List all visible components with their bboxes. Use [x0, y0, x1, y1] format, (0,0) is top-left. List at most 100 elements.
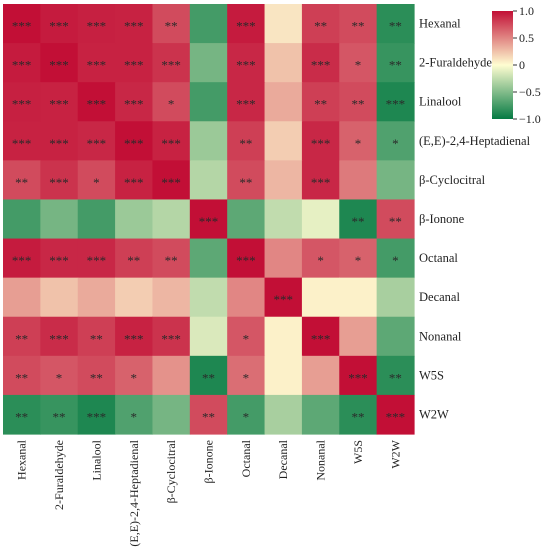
significance-marks: *** *** *** *** ** *** ** ** ***** *** *** *** *** **…: [12, 19, 405, 425]
column-label: W2W: [388, 439, 402, 468]
heatmap-cell: [376, 43, 415, 83]
significance-mark: *: [243, 409, 250, 424]
heatmap-cell: [376, 394, 415, 435]
heatmap-cell: [301, 238, 340, 279]
heatmap-cell: [40, 316, 79, 357]
heatmap-cell: [301, 199, 340, 240]
row-label: Octanal: [419, 251, 458, 265]
significance-mark: **: [15, 331, 28, 346]
heatmap-cell: [115, 4, 154, 44]
heatmap-cell: [77, 238, 116, 279]
significance-mark: *: [56, 370, 63, 385]
heatmap-cell: [152, 238, 191, 279]
column-label: 2-Furaldehyde: [52, 440, 66, 510]
heatmap-cell: [227, 238, 266, 279]
heatmap-cell: [40, 82, 79, 122]
significance-mark: ***: [236, 19, 256, 34]
heatmap-cell: [339, 199, 378, 240]
significance-mark: ***: [236, 97, 256, 112]
heatmap-cell: [40, 4, 79, 44]
heatmap-cell: [3, 316, 41, 357]
heatmap-cell: [189, 394, 228, 435]
significance-mark: **: [15, 409, 28, 424]
row-label: Nonanal: [419, 329, 462, 343]
significance-mark: ***: [124, 97, 144, 112]
heatmap-cell: [3, 238, 41, 279]
significance-mark: *: [392, 253, 399, 268]
row-label: 2-Furaldehyde: [419, 56, 492, 70]
significance-mark: **: [351, 19, 364, 34]
significance-mark: ***: [236, 58, 256, 73]
heatmap-cell: [264, 82, 303, 122]
significance-mark: ***: [161, 136, 181, 151]
significance-mark: ***: [87, 97, 107, 112]
heatmap-cell: [152, 355, 191, 396]
heatmap-cell: [77, 4, 116, 44]
heatmap-cell: [40, 121, 79, 161]
heatmap-cell: [301, 277, 340, 318]
column-label: W5S: [351, 440, 365, 464]
heatmap-cell: [189, 238, 228, 279]
heatmap-cell: [115, 394, 154, 435]
heatmap-cell: [152, 394, 191, 435]
heatmap-cell: [152, 277, 191, 318]
heatmap-cell: [376, 121, 415, 161]
heatmap-cell: [40, 238, 79, 279]
significance-mark: **: [15, 175, 28, 190]
heatmap-cell: [376, 316, 415, 357]
heatmap-cell: [115, 43, 154, 83]
heatmap-cell: [264, 43, 303, 83]
heatmap-cell: [376, 355, 415, 396]
significance-mark: *: [392, 136, 399, 151]
heatmap-cell: [264, 277, 303, 318]
heatmap-cell: [264, 160, 303, 201]
heatmap-cell: [115, 160, 154, 201]
significance-mark: ***: [87, 19, 107, 34]
heatmap-cell: [189, 43, 228, 83]
heatmap-cell: [77, 121, 116, 161]
significance-mark: ***: [87, 409, 107, 424]
heatmap-cell: [115, 238, 154, 279]
row-label: Decanal: [419, 290, 460, 304]
significance-mark: ***: [386, 97, 406, 112]
heatmap-cell: [339, 121, 378, 161]
heatmap-cell: [189, 199, 228, 240]
heatmap-cell: [264, 199, 303, 240]
column-label: Linalool: [89, 439, 103, 480]
heatmap-cell: [227, 394, 266, 435]
significance-mark: ***: [311, 331, 331, 346]
significance-mark: ***: [49, 19, 69, 34]
significance-mark: ***: [12, 136, 32, 151]
heatmap-cell: [3, 82, 41, 122]
significance-mark: ***: [311, 136, 331, 151]
heatmap-cell: [77, 316, 116, 357]
significance-mark: **: [389, 58, 402, 73]
significance-mark: ***: [49, 175, 69, 190]
row-label: W5S: [419, 368, 444, 382]
heatmap-cell: [227, 355, 266, 396]
heatmap-cell: [264, 4, 303, 44]
significance-mark: **: [90, 370, 103, 385]
significance-mark: ***: [124, 331, 144, 346]
heatmap-cell: [40, 160, 79, 201]
column-label: Octanal: [239, 439, 253, 477]
significance-mark: ***: [311, 58, 331, 73]
heatmap-cell: [227, 316, 266, 357]
column-label: Decanal: [276, 439, 290, 479]
significance-mark: **: [165, 19, 178, 34]
heatmap-cell: [301, 160, 340, 201]
heatmap-cell: [189, 82, 228, 122]
heatmap-cell: [3, 43, 41, 83]
heatmap-cell: [189, 277, 228, 318]
heatmap-cell: [115, 121, 154, 161]
heatmap-cell: [227, 82, 266, 122]
significance-mark: **: [239, 136, 252, 151]
heatmap-cell: [115, 82, 154, 122]
heatmap-cell: [227, 160, 266, 201]
significance-mark: **: [90, 331, 103, 346]
significance-mark: ***: [12, 58, 32, 73]
heatmap-cell: [3, 160, 41, 201]
heatmap-cell: [339, 238, 378, 279]
heatmap-cell: [376, 238, 415, 279]
heatmap-cell: [3, 394, 41, 435]
